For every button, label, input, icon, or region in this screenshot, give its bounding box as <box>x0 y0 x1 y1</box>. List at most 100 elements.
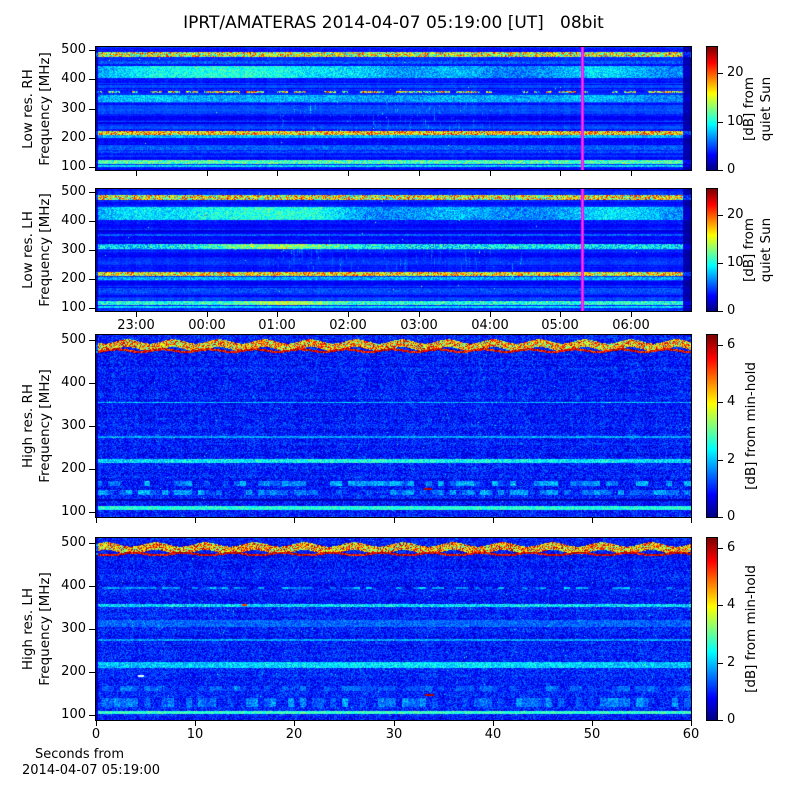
time-tick-label: 50 <box>583 727 601 742</box>
colorbar-tick <box>718 73 723 74</box>
freq-tick <box>89 50 95 51</box>
time-tick <box>195 721 196 726</box>
spectrogram-panel-high-res-rh <box>95 334 692 518</box>
freq-tick-label: 500 <box>61 42 86 57</box>
colorbar-tick <box>718 720 723 721</box>
freq-tick-label: 500 <box>61 535 86 550</box>
time-tick <box>493 518 494 523</box>
colorbar-tick <box>718 548 723 549</box>
colorbar-tick-label: 4 <box>727 597 736 612</box>
time-tick <box>96 721 97 726</box>
spectrogram-canvas-low-res-rh <box>96 47 691 170</box>
time-tick <box>592 721 593 726</box>
colorbar-canvas-high-res-rh <box>707 335 717 517</box>
time-tick-label: 02:00 <box>329 318 367 333</box>
colorbar-tick <box>718 215 723 216</box>
time-tick <box>592 518 593 523</box>
spectrogram-panel-high-res-lh <box>95 537 692 721</box>
colorbar-tick-label: 0 <box>727 162 736 177</box>
colorbar-label-text: [dB] from quiet Sun <box>741 76 774 141</box>
time-tick <box>348 171 349 176</box>
time-tick <box>207 171 208 176</box>
colorbar-low-res-rh <box>706 46 718 171</box>
freq-tick-label: 200 <box>61 130 86 145</box>
y-axis-label-text: Low res. LH Frequency [MHz] <box>20 193 53 307</box>
colorbar-tick-label: 2 <box>727 452 736 467</box>
freq-tick <box>89 308 95 309</box>
time-tick <box>490 312 491 317</box>
colorbar-tick-label: 10 <box>727 255 744 270</box>
time-tick <box>691 721 692 726</box>
freq-tick-label: 500 <box>61 184 86 199</box>
colorbar-tick <box>718 311 723 312</box>
colorbar-tick <box>718 345 723 346</box>
y-axis-label-high-res-lh: High res. LH Frequency [MHz] <box>0 529 137 729</box>
colorbar-tick-label: 20 <box>727 207 744 222</box>
freq-tick-label: 100 <box>61 159 86 174</box>
freq-tick <box>89 512 95 513</box>
time-tick <box>294 518 295 523</box>
colorbar-canvas-low-res-lh <box>707 189 717 311</box>
colorbar-tick <box>718 517 723 518</box>
colorbar-label-low-res-lh: [dB] from quiet Sun <box>658 150 800 350</box>
freq-tick <box>89 79 95 80</box>
freq-tick-label: 500 <box>61 332 86 347</box>
colorbar-label-text: [dB] from min-hold <box>742 362 759 490</box>
time-tick <box>631 171 632 176</box>
y-axis-label-low-res-lh: Low res. LH Frequency [MHz] <box>0 150 137 350</box>
colorbar-canvas-low-res-rh <box>707 47 717 170</box>
freq-tick <box>89 279 95 280</box>
time-tick <box>96 518 97 523</box>
x-axis-label-line1: Seconds from <box>35 747 125 762</box>
spectrogram-canvas-low-res-lh <box>96 189 691 311</box>
time-tick <box>419 312 420 317</box>
colorbar-tick-label: 0 <box>727 303 736 318</box>
y-axis-label-high-res-rh: High res. RH Frequency [MHz] <box>0 326 137 526</box>
x-axis-label-line2: 2014-04-07 05:19:00 <box>22 763 161 778</box>
y-axis-label-text: Low res. RH Frequency [MHz] <box>20 51 53 166</box>
colorbar-tick <box>718 402 723 403</box>
time-tick <box>419 171 420 176</box>
colorbar-high-res-lh <box>706 537 718 721</box>
time-tick <box>631 312 632 317</box>
freq-tick <box>89 426 95 427</box>
colorbar-canvas-high-res-lh <box>707 538 717 720</box>
time-tick <box>277 312 278 317</box>
freq-tick <box>89 340 95 341</box>
freq-tick-label: 100 <box>61 300 86 315</box>
freq-tick-label: 100 <box>61 707 86 722</box>
colorbar-tick <box>718 263 723 264</box>
time-tick <box>560 312 561 317</box>
time-tick-label: 00:00 <box>188 318 226 333</box>
freq-tick <box>89 109 95 110</box>
freq-tick-label: 300 <box>61 242 86 257</box>
freq-tick-label: 300 <box>61 101 86 116</box>
time-tick <box>493 721 494 726</box>
freq-tick <box>89 192 95 193</box>
colorbar-tick <box>718 605 723 606</box>
time-tick <box>136 171 137 176</box>
x-axis-label: Seconds from 2014-04-07 05:19:00 <box>22 747 160 779</box>
colorbar-tick-label: 6 <box>727 337 736 352</box>
time-tick-label: 20 <box>285 727 303 742</box>
time-tick <box>394 721 395 726</box>
time-tick-label: 23:00 <box>117 318 155 333</box>
time-tick-label: 01:00 <box>258 318 296 333</box>
freq-tick-label: 200 <box>61 271 86 286</box>
colorbar-tick <box>718 170 723 171</box>
colorbar-label-high-res-lh: [dB] from min-hold <box>651 529 800 729</box>
freq-tick-label: 400 <box>61 375 86 390</box>
time-tick-label: 0 <box>91 727 101 742</box>
freq-tick <box>89 715 95 716</box>
time-tick <box>195 518 196 523</box>
freq-tick <box>89 543 95 544</box>
freq-tick-label: 100 <box>61 504 86 519</box>
colorbar-tick <box>718 122 723 123</box>
colorbar-tick-label: 2 <box>727 655 736 670</box>
colorbar-tick-label: 4 <box>727 394 736 409</box>
time-tick <box>691 518 692 523</box>
colorbar-tick-label: 0 <box>727 712 736 727</box>
time-tick-label: 10 <box>186 727 204 742</box>
colorbar-low-res-lh <box>706 188 718 312</box>
